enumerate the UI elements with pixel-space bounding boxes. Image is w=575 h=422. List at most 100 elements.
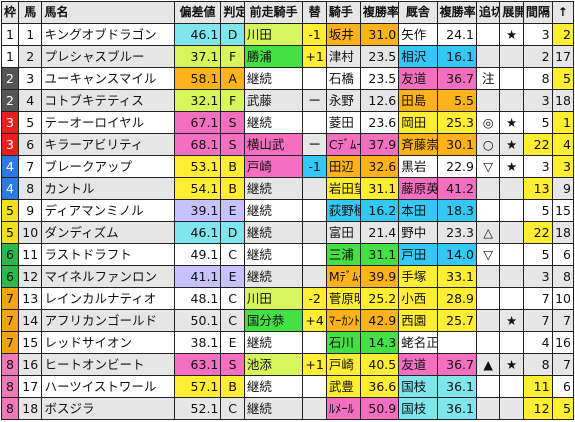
row-horse-name: ダンディズム xyxy=(41,221,175,244)
row-waku: 8 xyxy=(0,397,20,420)
table-row: 6 11 ラストドラフト 49.1 C 継続 三浦 31.1 戸田 14.0 ▽ 5 6 xyxy=(0,243,575,266)
row-up: 2 xyxy=(551,23,575,46)
row-uma: 3 xyxy=(18,67,43,90)
row-prev-jockey: 継続 xyxy=(243,199,304,222)
row-kae: +1 xyxy=(302,353,327,376)
row-horse-name: ユーキャンスマイル xyxy=(41,67,175,90)
row-trainer-rate: 24.1 xyxy=(436,23,477,46)
row-trainer-rate: 14.0 xyxy=(436,243,477,266)
row-horse-name: プレシャスブルー xyxy=(41,45,175,68)
row-horse-name: テーオーロイヤル xyxy=(41,111,175,134)
row-jockey: 坂井 xyxy=(325,23,361,46)
row-prev-jockey: 継続 xyxy=(243,243,304,266)
row-horse-name: マイネルファンロン xyxy=(41,265,175,288)
row-tenkai xyxy=(499,375,524,398)
row-oikiri: ○ xyxy=(475,133,501,156)
row-up: 4 xyxy=(551,133,575,156)
table-row: 8 16 ヒートオンビート 63.1 S 池添 +1 戸崎 40.5 友道 36.7 ▲ ★ 8 7 xyxy=(0,353,575,376)
row-waku: 3 xyxy=(0,133,20,156)
row-uma: 8 xyxy=(18,177,43,200)
row-tenkai xyxy=(499,67,524,90)
row-score: 52.1 xyxy=(173,397,222,420)
row-trainer: 黒岩 xyxy=(398,155,438,178)
row-kae xyxy=(302,199,327,222)
row-horse-name: キングオブドラゴン xyxy=(41,23,175,46)
row-jockey: 石川 xyxy=(325,331,361,354)
row-horse-name: ブレークアップ xyxy=(41,155,175,178)
row-up: 8 xyxy=(551,265,575,288)
row-score: 57.1 xyxy=(173,375,222,398)
row-oikiri xyxy=(475,177,501,200)
row-trainer: 友道 xyxy=(398,67,438,90)
header-jockey: 騎手 xyxy=(325,1,361,24)
row-up: 6 xyxy=(551,375,575,398)
row-kankaku: 5 xyxy=(522,111,553,134)
row-uma: 15 xyxy=(18,331,43,354)
row-oikiri xyxy=(475,309,501,332)
row-score: 37.1 xyxy=(173,45,222,68)
row-prev-jockey: 継続 xyxy=(243,67,304,90)
row-up: 7 xyxy=(551,309,575,332)
row-horse-name: ディアマンミノル xyxy=(41,199,175,222)
row-kankaku: 13 xyxy=(522,177,553,200)
row-waku: 3 xyxy=(0,111,20,134)
row-horse-name: コトブキテティス xyxy=(41,89,175,112)
row-horse-name: キラーアビリティ xyxy=(41,133,175,156)
row-kankaku: 5 xyxy=(522,199,553,222)
row-trainer-rate: 36.1 xyxy=(436,397,477,420)
row-oikiri: 注 xyxy=(475,67,501,90)
row-oikiri: ▲ xyxy=(475,353,501,376)
table-row: 2 4 コトブキテティス 32.1 F 武藤ー永野 12.6 田島 5.5 3 18 xyxy=(0,89,575,112)
row-uma: 4 xyxy=(18,89,43,112)
row-up: 5 xyxy=(551,397,575,420)
header-trainer: 厩舎 xyxy=(398,1,438,24)
row-horse-name: レッドサイオン xyxy=(41,331,175,354)
table-row: 5 10 ダンディズム 46.1 D 継続 富田 21.4 野中 23.3 △ 22 18 xyxy=(0,221,575,244)
row-trainer-rate: 25.3 xyxy=(436,111,477,134)
table-row: 1 1 キングオブドラゴン 46.1 D 川田 -1 坂井 31.0 矢作 24.1 ★ 3 2 xyxy=(0,23,575,46)
row-horse-name: ヒートオンビート xyxy=(41,353,175,376)
header-tenkai: 展開 xyxy=(499,1,524,24)
row-trainer-rate: 25.7 xyxy=(436,309,477,332)
row-trainer-rate: 5.5 xyxy=(436,89,477,112)
row-trainer: 藤原英 xyxy=(398,177,438,200)
row-horse-name: アフリカンゴールド xyxy=(41,309,175,332)
row-trainer-rate: 33.1 xyxy=(436,265,477,288)
row-tenkai: ★ xyxy=(499,353,524,376)
row-score: 58.1 xyxy=(173,67,222,90)
row-score: 46.1 xyxy=(173,221,222,244)
row-uma: 2 xyxy=(18,45,43,68)
row-uma: 18 xyxy=(18,397,43,420)
row-jockey-rate: 39.9 xyxy=(359,265,400,288)
row-trainer: 蛯名正 xyxy=(398,331,438,354)
row-trainer-rate: 22.9 xyxy=(436,155,477,178)
row-kankaku: 22 xyxy=(522,133,553,156)
row-kae xyxy=(302,375,327,398)
row-up: 6 xyxy=(551,243,575,266)
row-up: 18 xyxy=(551,221,575,244)
row-trainer: 国枝 xyxy=(398,375,438,398)
row-jockey-rate: 37.9 xyxy=(359,133,400,156)
row-tenkai xyxy=(499,199,524,222)
row-grade: C xyxy=(220,397,245,420)
row-trainer: 小西 xyxy=(398,287,438,310)
table-row: 8 17 ハーツイストワール 57.1 B 継続 武豊 36.6 国枝 36.1 11 6 xyxy=(0,375,575,398)
table-row: 714アフリカンゴールド50.1C国分恭+4ﾏｰｶﾝﾄﾞ42.9西園25.7★7… xyxy=(0,309,575,332)
row-tenkai xyxy=(499,287,524,310)
row-jockey-rate: 14.3 xyxy=(359,331,400,354)
row-tenkai xyxy=(499,177,524,200)
row-jockey-rate: 31.1 xyxy=(359,243,400,266)
row-trainer: 戸田 xyxy=(398,243,438,266)
row-score: 41.1 xyxy=(173,265,222,288)
row-score: 46.1 xyxy=(173,23,222,46)
row-waku: 7 xyxy=(0,309,20,332)
row-jockey: 津村 xyxy=(325,45,361,68)
row-jockey: 菅原明 xyxy=(325,287,361,310)
row-uma: 16 xyxy=(18,353,43,376)
row-score: 48.1 xyxy=(173,287,222,310)
row-prev-jockey: 継続 xyxy=(243,265,304,288)
row-kae xyxy=(302,67,327,90)
row-uma: 5 xyxy=(18,111,43,134)
